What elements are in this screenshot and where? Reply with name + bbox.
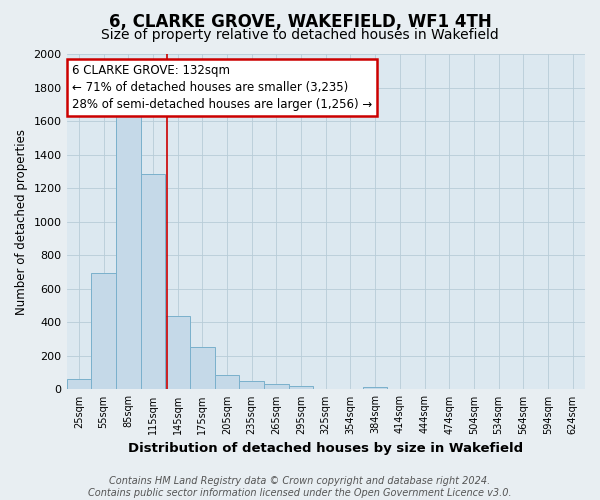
Bar xyxy=(67,378,91,390)
Bar xyxy=(91,273,116,390)
Text: Contains HM Land Registry data © Crown copyright and database right 2024.
Contai: Contains HM Land Registry data © Crown c… xyxy=(88,476,512,498)
Bar xyxy=(239,381,264,390)
Bar xyxy=(289,386,313,390)
Y-axis label: Number of detached properties: Number of detached properties xyxy=(15,128,28,314)
Text: Size of property relative to detached houses in Wakefield: Size of property relative to detached ho… xyxy=(101,28,499,42)
Bar xyxy=(116,116,140,390)
Bar xyxy=(190,347,215,390)
Bar xyxy=(140,174,165,390)
Bar xyxy=(215,374,239,390)
Text: 6, CLARKE GROVE, WAKEFIELD, WF1 4TH: 6, CLARKE GROVE, WAKEFIELD, WF1 4TH xyxy=(109,12,491,30)
Text: 6 CLARKE GROVE: 132sqm
← 71% of detached houses are smaller (3,235)
28% of semi-: 6 CLARKE GROVE: 132sqm ← 71% of detached… xyxy=(72,64,372,111)
X-axis label: Distribution of detached houses by size in Wakefield: Distribution of detached houses by size … xyxy=(128,442,523,455)
Bar xyxy=(264,384,289,390)
Bar xyxy=(165,316,190,390)
Bar xyxy=(363,388,388,390)
